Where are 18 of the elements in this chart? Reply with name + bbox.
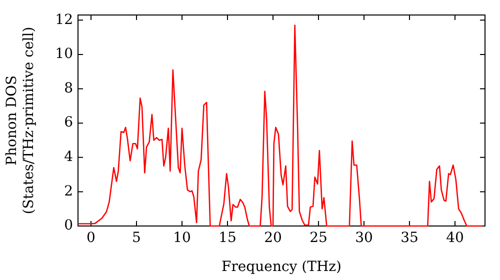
y-tick-label: 4 <box>64 149 74 166</box>
y-tick-label: 2 <box>64 183 73 200</box>
x-tick-label: 25 <box>310 230 328 246</box>
x-tick-label: 0 <box>86 230 96 246</box>
x-tick-label: 15 <box>218 230 236 246</box>
x-axis-title: Frequency (THz) <box>221 259 342 276</box>
y-tick-label: 0 <box>64 218 73 234</box>
x-tick-label: 10 <box>173 230 191 246</box>
y-axis-title: Phonon DOS (States/THz·primitive cell) <box>4 26 37 214</box>
x-tick-label: 30 <box>355 230 373 246</box>
y-tick-label: 10 <box>55 46 73 62</box>
x-tick-label: 40 <box>446 230 464 246</box>
x-tick-label: 35 <box>400 230 418 246</box>
y-tick-label: 8 <box>64 80 73 96</box>
x-tick-label: 20 <box>264 230 282 246</box>
x-tick-label: 5 <box>132 230 141 246</box>
y-tick-label: 6 <box>64 114 74 131</box>
y-tick-label: 12 <box>55 12 73 28</box>
